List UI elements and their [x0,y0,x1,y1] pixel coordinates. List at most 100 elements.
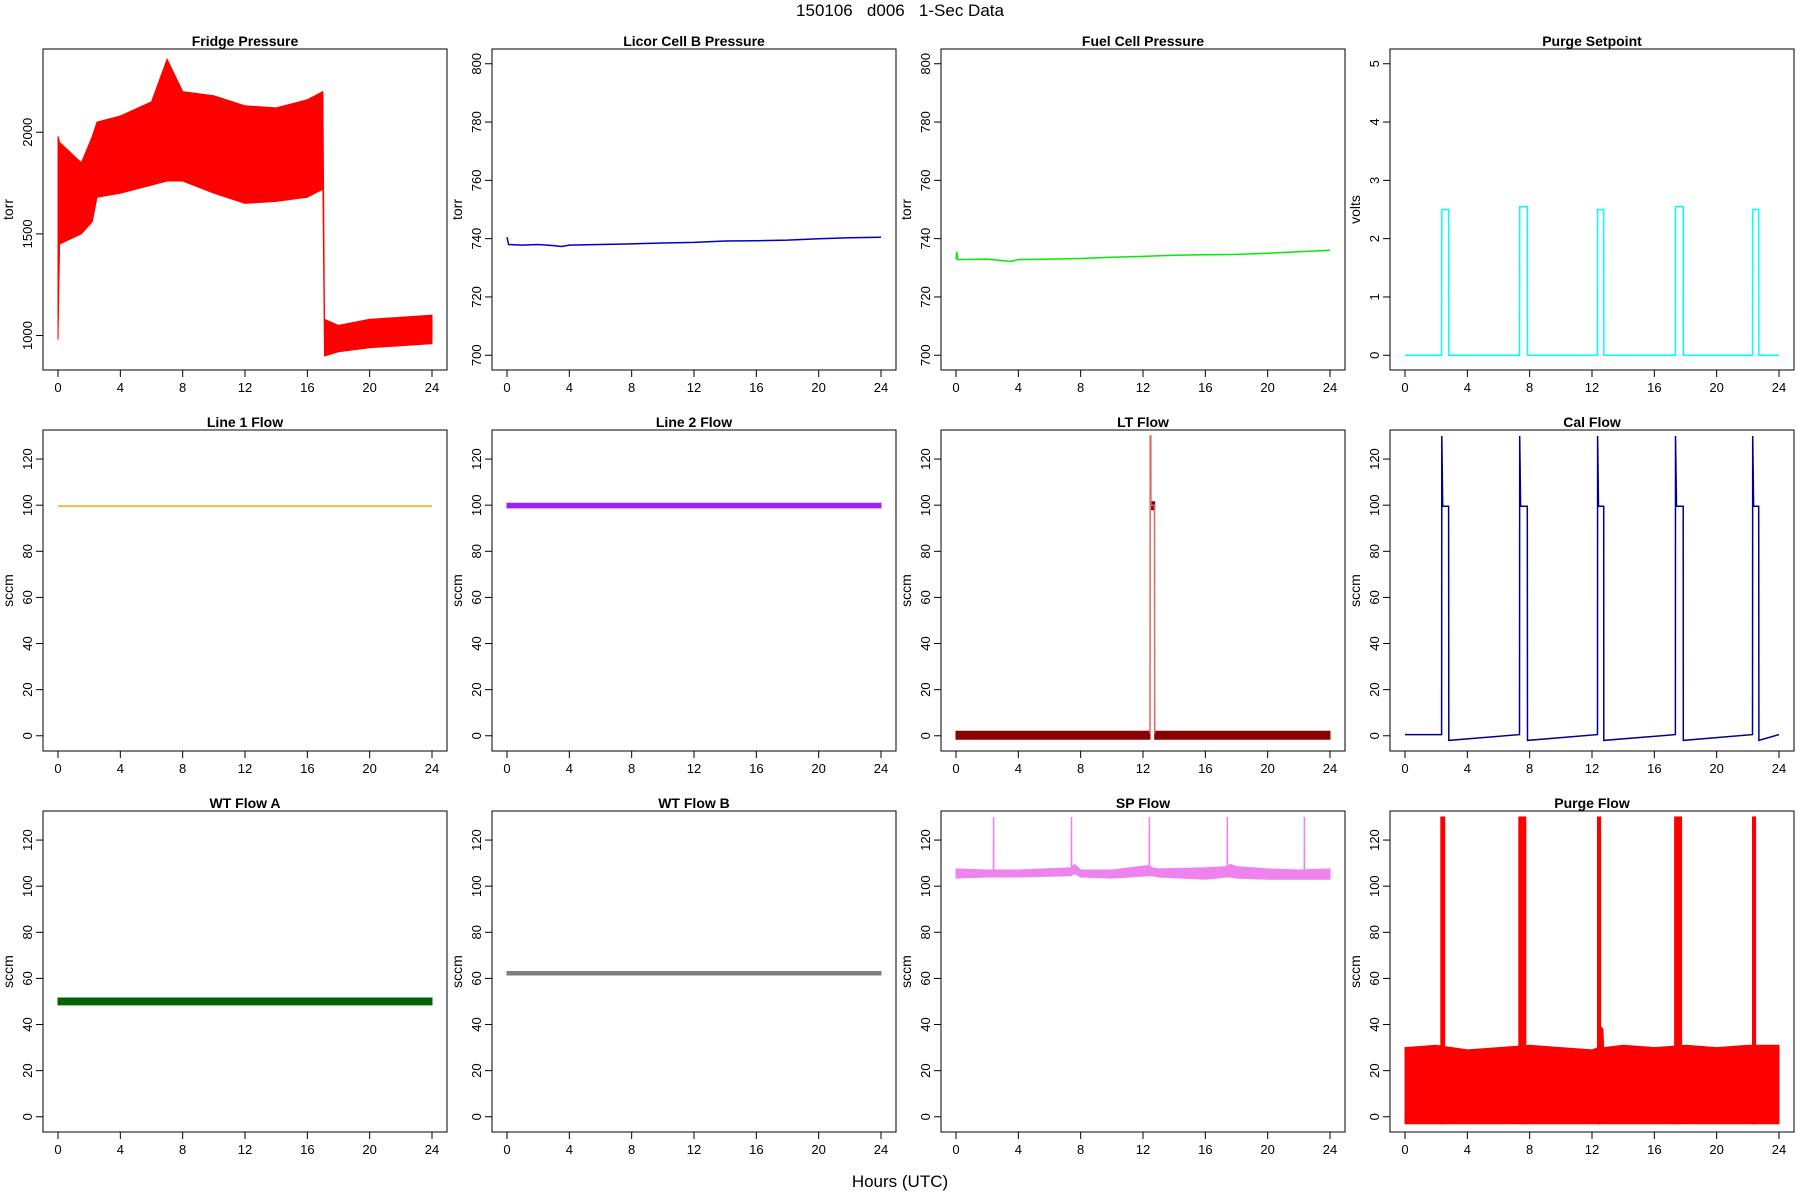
x-tick-label: 0 [503,761,510,776]
y-axis-label: sccm [1347,955,1363,988]
y-tick-label: 40 [1367,1017,1382,1031]
y-axis: 700 720 740 760 780 800 [469,53,493,366]
plot-data [955,816,1331,880]
y-axis: 700 720 740 760 780 800 [918,53,942,366]
series-6-band [1752,816,1757,1125]
y-tick-label: 0 [918,732,933,739]
series-1-band [57,57,433,357]
x-tick-label: 16 [1647,1142,1661,1157]
y-tick-label: 20 [918,1063,933,1077]
x-tick-label: 4 [566,380,573,395]
y-tick-label: 0 [1367,732,1382,739]
x-tick-label: 20 [362,1142,376,1157]
y-tick-label: 40 [918,636,933,650]
y-tick-label: 700 [918,344,933,366]
chart-panel-6: Line 2 Flow sccm 0 4 8 12 16 20 24 0 20 40 60 80 100 12… [449,414,897,776]
x-tick-label: 12 [238,1142,252,1157]
x-tick-label: 24 [1772,761,1786,776]
y-tick-label: 0 [469,732,484,739]
plot-frame [42,429,448,752]
y-axis: 0 20 40 60 80 100 120 [918,829,942,1120]
x-tick-label: 24 [425,761,439,776]
series-5-band [1674,816,1683,1125]
y-axis-label: torr [449,199,465,220]
y-tick-label: 780 [918,111,933,133]
y-tick-label: 40 [918,1017,933,1031]
chart-title: WT Flow A [209,795,280,811]
y-tick-label: 2000 [20,118,35,147]
chart-title: Fuel Cell Pressure [1082,33,1204,49]
x-tick-label: 8 [179,761,186,776]
y-tick-label: 60 [1367,971,1382,985]
y-axis-label: sccm [0,955,16,988]
y-axis: 0 20 40 60 80 100 120 [20,448,44,739]
y-tick-label: 40 [469,1017,484,1031]
x-tick-label: 12 [687,380,701,395]
chart-title: Purge Flow [1554,795,1630,811]
plot-data [1405,205,1779,357]
x-tick-label: 20 [811,1142,825,1157]
y-tick-label: 120 [20,829,35,851]
chart-panel-1: Fridge Pressure torr 0 4 8 12 16 20 24 1000 1500 20… [0,33,448,395]
series-1-band [57,997,433,1006]
x-tick-label: 24 [1772,1142,1786,1157]
x-axis: 0 4 8 12 16 20 24 [1401,1131,1786,1157]
x-tick-label: 12 [1136,761,1150,776]
x-tick-label: 12 [687,1142,701,1157]
x-tick-label: 20 [362,761,376,776]
y-tick-label: 80 [469,544,484,558]
x-tick-label: 16 [1647,761,1661,776]
y-tick-label: 740 [469,228,484,250]
x-tick-label: 8 [628,1142,635,1157]
y-tick-label: 0 [20,732,35,739]
x-tick-label: 4 [1015,380,1022,395]
y-tick-label: 80 [20,925,35,939]
chart-panel-10: WT Flow B sccm 0 4 8 12 16 20 24 0 20 40 60 80 100 120 [449,795,897,1157]
y-axis-label: volts [1347,195,1363,224]
plot-data [506,502,882,509]
x-tick-label: 8 [628,380,635,395]
y-axis: 0 20 40 60 80 100 120 [1367,448,1391,739]
plot-data [1404,816,1780,1125]
y-tick-label: 720 [469,286,484,308]
y-tick-label: 740 [918,228,933,250]
y-tick-label: 100 [918,494,933,516]
x-tick-label: 8 [1077,1142,1084,1157]
y-tick-label: 800 [918,53,933,75]
plot-frame [1389,810,1795,1133]
series-2-band [1154,730,1331,740]
x-tick-label: 0 [952,380,959,395]
y-tick-label: 4 [1367,118,1382,125]
plot-frame [491,429,897,752]
y-tick-label: 80 [20,544,35,558]
x-tick-label: 0 [952,761,959,776]
y-tick-label: 100 [20,494,35,516]
plot-frame [491,48,897,371]
x-tick-label: 0 [1401,1142,1408,1157]
x-tick-label: 12 [1136,380,1150,395]
x-tick-label: 16 [1198,1142,1212,1157]
chart-title: WT Flow B [658,795,730,811]
y-tick-label: 700 [469,344,484,366]
plot-data [1405,435,1780,742]
x-axis: 0 4 8 12 16 20 24 [54,750,439,776]
y-axis-label: sccm [898,574,914,607]
plot-frame [42,810,448,1133]
x-axis: 0 4 8 12 16 20 24 [952,750,1337,776]
plot-data [506,971,882,976]
plot-data [955,249,1331,263]
chart-title: Purge Setpoint [1542,33,1642,49]
y-axis-label: torr [898,199,914,220]
y-tick-label: 20 [469,682,484,696]
y-tick-label: 760 [469,169,484,191]
series-2-band [1440,816,1446,1125]
y-tick-label: 80 [918,544,933,558]
x-tick-label: 20 [1709,1142,1723,1157]
x-tick-label: 16 [1198,380,1212,395]
x-tick-label: 4 [566,761,573,776]
series-4-line [1149,435,1156,734]
chart-title: LT Flow [1117,414,1169,430]
x-tick-label: 12 [1585,761,1599,776]
x-axis: 0 4 8 12 16 20 24 [54,369,439,395]
